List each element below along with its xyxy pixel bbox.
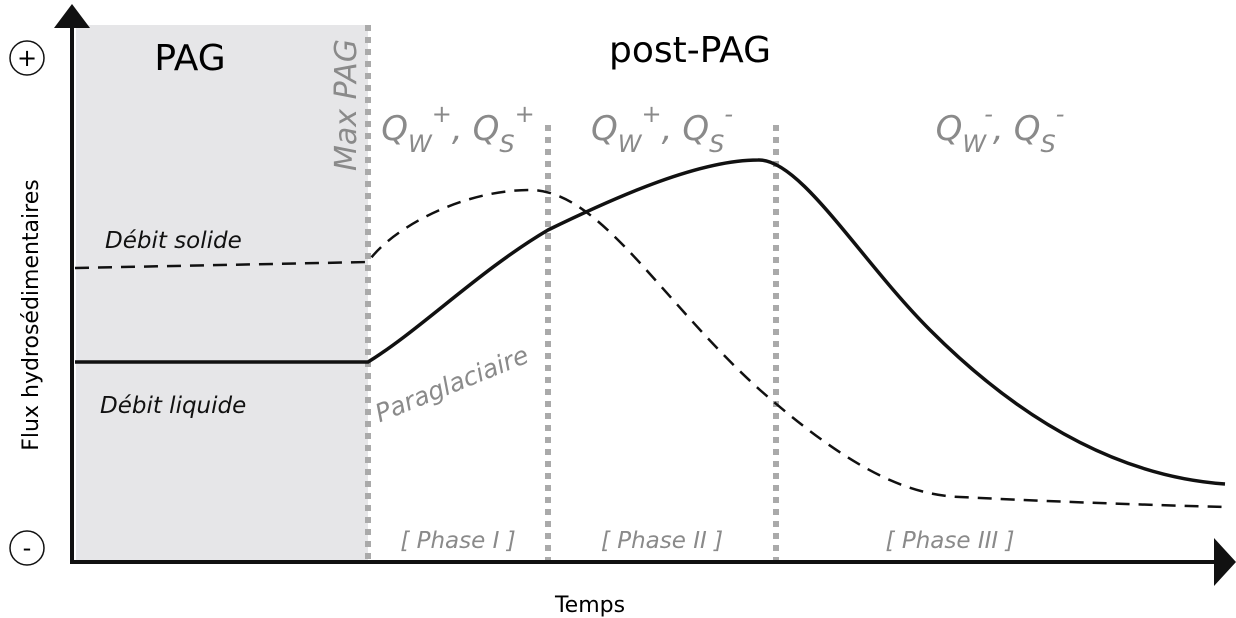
- flux-label: QW+​,QS-​: [591, 100, 733, 158]
- phase-dividers: [365, 25, 779, 560]
- plus-sign: +: [17, 44, 37, 72]
- flux-symbol: Q: [682, 109, 709, 149]
- solid-label: Débit solide: [105, 228, 242, 254]
- flux-sub: S: [499, 130, 514, 158]
- flux-sup: -: [724, 100, 733, 128]
- flux-symbol: Q: [1014, 109, 1041, 149]
- flux-label: QW-​,QS-​: [936, 100, 1065, 158]
- liquid-label: Débit liquide: [100, 393, 246, 419]
- y-axis-label: Flux hydrosédimentaires: [19, 179, 44, 450]
- max-pag: Max PAG: [329, 39, 364, 171]
- pag-title: PAG: [154, 38, 225, 79]
- flux-sup: -: [984, 100, 993, 128]
- para-label: Paraglaciaire: [371, 340, 533, 428]
- liquid-curve: [75, 158, 1226, 486]
- flux-separator: ,: [662, 109, 673, 149]
- x-arrow: [1214, 538, 1236, 586]
- x-axis-label: Temps: [554, 593, 625, 618]
- flux-symbol: Q: [936, 109, 963, 149]
- flux-sup: +: [515, 100, 535, 128]
- flux-sup: +: [641, 100, 661, 128]
- flux-symbol: Q: [591, 109, 618, 149]
- flux-sub: W: [618, 130, 643, 158]
- phase-label: [ Phase III ]: [886, 528, 1015, 554]
- phase-label: [ Phase I ]: [400, 528, 515, 554]
- flux-sub: S: [1040, 130, 1055, 158]
- flux-sub: S: [709, 130, 724, 158]
- flux-symbol: Q: [473, 109, 500, 149]
- minus-circle: [9, 530, 45, 566]
- flux-separator: ,: [993, 109, 1004, 149]
- pag-area: [76, 25, 368, 560]
- flux-symbol: Q: [381, 109, 408, 149]
- flux-sub: W: [962, 130, 987, 158]
- solid-curve: [74, 188, 1226, 509]
- phase-label: [ Phase II ]: [601, 528, 723, 554]
- flux-sub: W: [408, 130, 433, 158]
- flux-label: QW+​,QS+​: [381, 100, 535, 158]
- y-arrow: [54, 4, 90, 28]
- plus-circle: [9, 40, 45, 76]
- post-pag-title: post-PAG: [609, 30, 771, 71]
- minus-sign: -: [23, 534, 32, 562]
- flux-sup: +: [432, 100, 452, 128]
- flux-sup: -: [1056, 100, 1065, 128]
- flux-separator: ,: [452, 109, 463, 149]
- axes: [70, 20, 1220, 564]
